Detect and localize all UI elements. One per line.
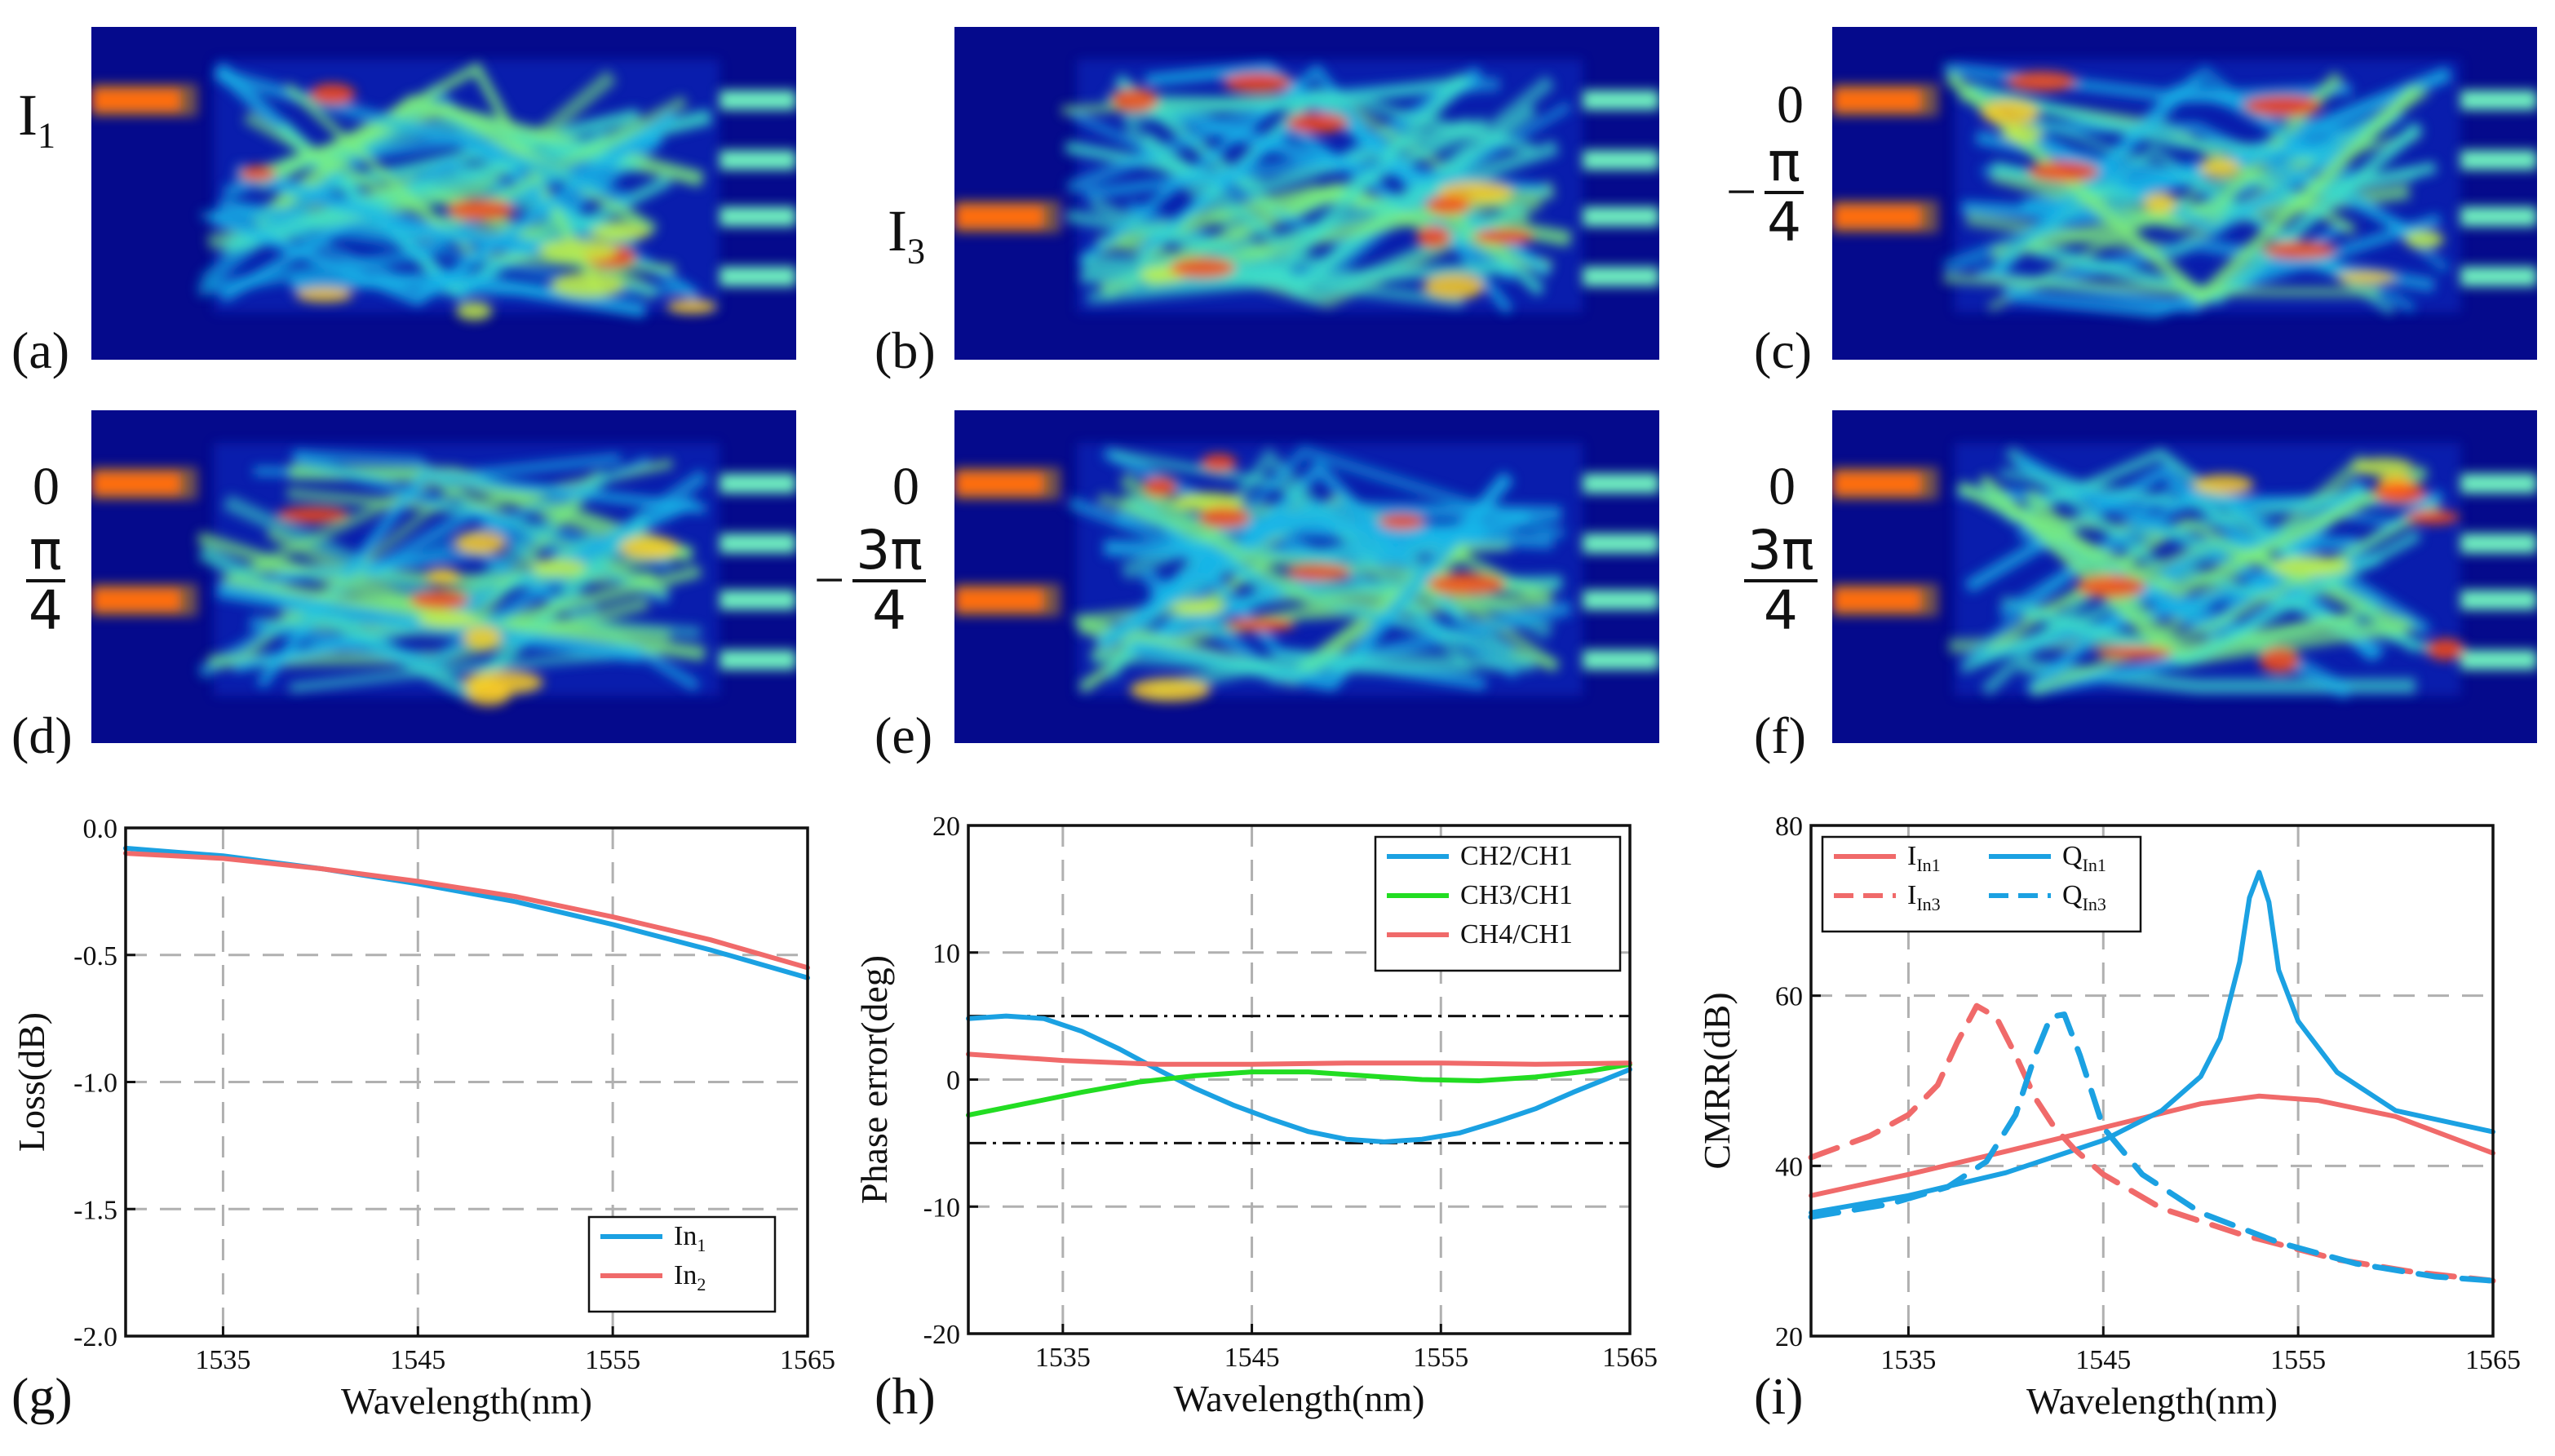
chart-g-xtick-label-0: 1535 — [195, 1345, 250, 1375]
chart-g-legend-box — [587, 1215, 777, 1313]
chart-i-legend-sub-2: In3 — [1916, 894, 1940, 914]
chart-g-xtick-label-2: 1555 — [585, 1345, 640, 1375]
chart-h-ytick-label-1: -10 — [923, 1193, 960, 1223]
chart-i-xlabel: Wavelength(nm) — [2026, 1380, 2278, 1422]
chart-h-legend-label-0: CH2/CH1 — [1460, 841, 1573, 871]
chart-h-ytick-label-4: 20 — [932, 812, 960, 842]
chart-h-legend-label-2: CH4/CH1 — [1460, 919, 1573, 949]
chart-h-xtick-label-0: 1535 — [1035, 1343, 1091, 1373]
chart-h-xtick-label-3: 1565 — [1602, 1343, 1658, 1373]
label-d-zero: 0 — [33, 457, 60, 516]
chart-g-ylabel: Loss(dB) — [11, 1012, 52, 1152]
chart-g-ytick-label-2: -1.0 — [73, 1069, 117, 1099]
label-b-port: I3 — [888, 198, 925, 272]
field-pattern-f — [1832, 443, 2537, 700]
chart-i-series-2 — [1808, 1002, 2496, 1284]
chart-g-ytick-label-3: -0.5 — [73, 941, 117, 971]
label-f-phase: 3π 4 — [1744, 522, 1818, 639]
panel-label-f: (f) — [1754, 706, 1806, 764]
chart-h-ytick-label-2: 0 — [946, 1066, 960, 1096]
chart-g-ytick-label-1: -1.5 — [73, 1195, 117, 1225]
field-pattern-d — [91, 443, 796, 706]
label-a-port: I1 — [18, 82, 55, 156]
chart-h-ytick-label-3: 10 — [932, 939, 960, 969]
chart-h-legend-box — [1374, 835, 1622, 972]
label-c-zero: 0 — [1777, 75, 1804, 135]
chart-g-xlabel: Wavelength(nm) — [341, 1380, 592, 1422]
field-panel-c — [1832, 27, 2537, 360]
chart-h-xlabel: Wavelength(nm) — [1174, 1378, 1425, 1419]
field-panel-a — [91, 27, 796, 360]
field-panel-f — [1832, 410, 2537, 743]
panel-label-e: (e) — [875, 706, 933, 764]
chart-i-series-0 — [1809, 1093, 2495, 1198]
chart-g-series-1 — [123, 851, 810, 971]
chart-i-xtick-label-2: 1555 — [2270, 1345, 2326, 1375]
chart-h-xtick-label-1: 1545 — [1224, 1343, 1280, 1373]
chart-h-legend-label-1: CH3/CH1 — [1460, 880, 1573, 910]
chart-i-xtick-label-1: 1545 — [2075, 1345, 2131, 1375]
field-pattern-a — [91, 60, 796, 321]
chart-g-legend-sub-0: 1 — [697, 1235, 706, 1255]
chart-i-ytick-label-1: 40 — [1775, 1152, 1803, 1182]
chart-h-ylabel: Phase error(deg) — [853, 955, 895, 1204]
chart-g-xtick-label-1: 1545 — [390, 1345, 445, 1375]
chart-i-legend-box — [1821, 835, 2142, 933]
chart-h-xtick-label-2: 1555 — [1413, 1343, 1468, 1373]
panel-label-i: (i) — [1754, 1367, 1804, 1425]
chart-i-frame — [1809, 824, 2495, 1338]
label-e-phase: − 3π 4 — [814, 522, 926, 639]
chart-i-series-1 — [1809, 870, 2495, 1215]
chart-h-series-1 — [966, 1061, 1632, 1118]
chart-i-legend-sub-0: In1 — [1916, 855, 1940, 875]
field-pattern-c — [1832, 60, 2537, 318]
field-panel-e — [954, 410, 1659, 743]
chart-i-ytick-label-0: 20 — [1775, 1322, 1803, 1352]
chart-i-legend-sub-1: In1 — [2083, 855, 2106, 875]
chart-loss: 1535 1545 1555 1565 -2.0 -1.5 -1.0 -0.5 0.0 Wavel… — [11, 814, 835, 1422]
chart-g-series-0 — [123, 845, 810, 980]
chart-i-ytick-label-3: 80 — [1775, 812, 1803, 842]
chart-h-series-2 — [966, 1051, 1632, 1067]
panel-label-h: (h) — [875, 1367, 936, 1425]
chart-i-ytick-label-2: 60 — [1775, 982, 1803, 1012]
chart-h-series-0 — [966, 1013, 1632, 1144]
chart-i-ylabel: CMRR(dB) — [1696, 992, 1738, 1169]
label-f-zero: 0 — [1769, 457, 1796, 516]
field-pattern-e — [954, 443, 1659, 702]
chart-g-ytick-label-0: -2.0 — [73, 1322, 117, 1352]
panel-label-a: (a) — [11, 321, 70, 379]
panel-label-g: (g) — [11, 1367, 73, 1425]
panel-label-c: (c) — [1754, 321, 1813, 379]
chart-cmrr: 1535 1545 1555 1565 20 40 60 80 Wavelength(nm) CM… — [1696, 812, 2521, 1422]
label-e-zero: 0 — [892, 457, 919, 516]
field-panel-d — [91, 410, 796, 743]
chart-i-legend-sub-3: In3 — [2083, 894, 2106, 914]
field-panel-b — [954, 27, 1659, 360]
chart-i-series-3 — [1808, 1011, 2496, 1284]
chart-h-ytick-label-0: -20 — [923, 1320, 960, 1350]
field-pattern-b — [954, 60, 1659, 314]
chart-g-xtick-label-3: 1565 — [780, 1345, 835, 1375]
chart-g-ytick-label-4: 0.0 — [83, 814, 118, 844]
chart-i-xtick-label-3: 1565 — [2465, 1345, 2521, 1375]
chart-i-xtick-label-0: 1535 — [1880, 1345, 1936, 1375]
panel-label-d: (d) — [11, 706, 73, 764]
panel-label-b: (b) — [875, 321, 936, 379]
chart-g-legend-sub-1: 2 — [697, 1274, 706, 1294]
chart-phase-error: 1535 1545 1555 1565 -20 -10 0 10 20 Wavelength(nm… — [853, 812, 1658, 1419]
